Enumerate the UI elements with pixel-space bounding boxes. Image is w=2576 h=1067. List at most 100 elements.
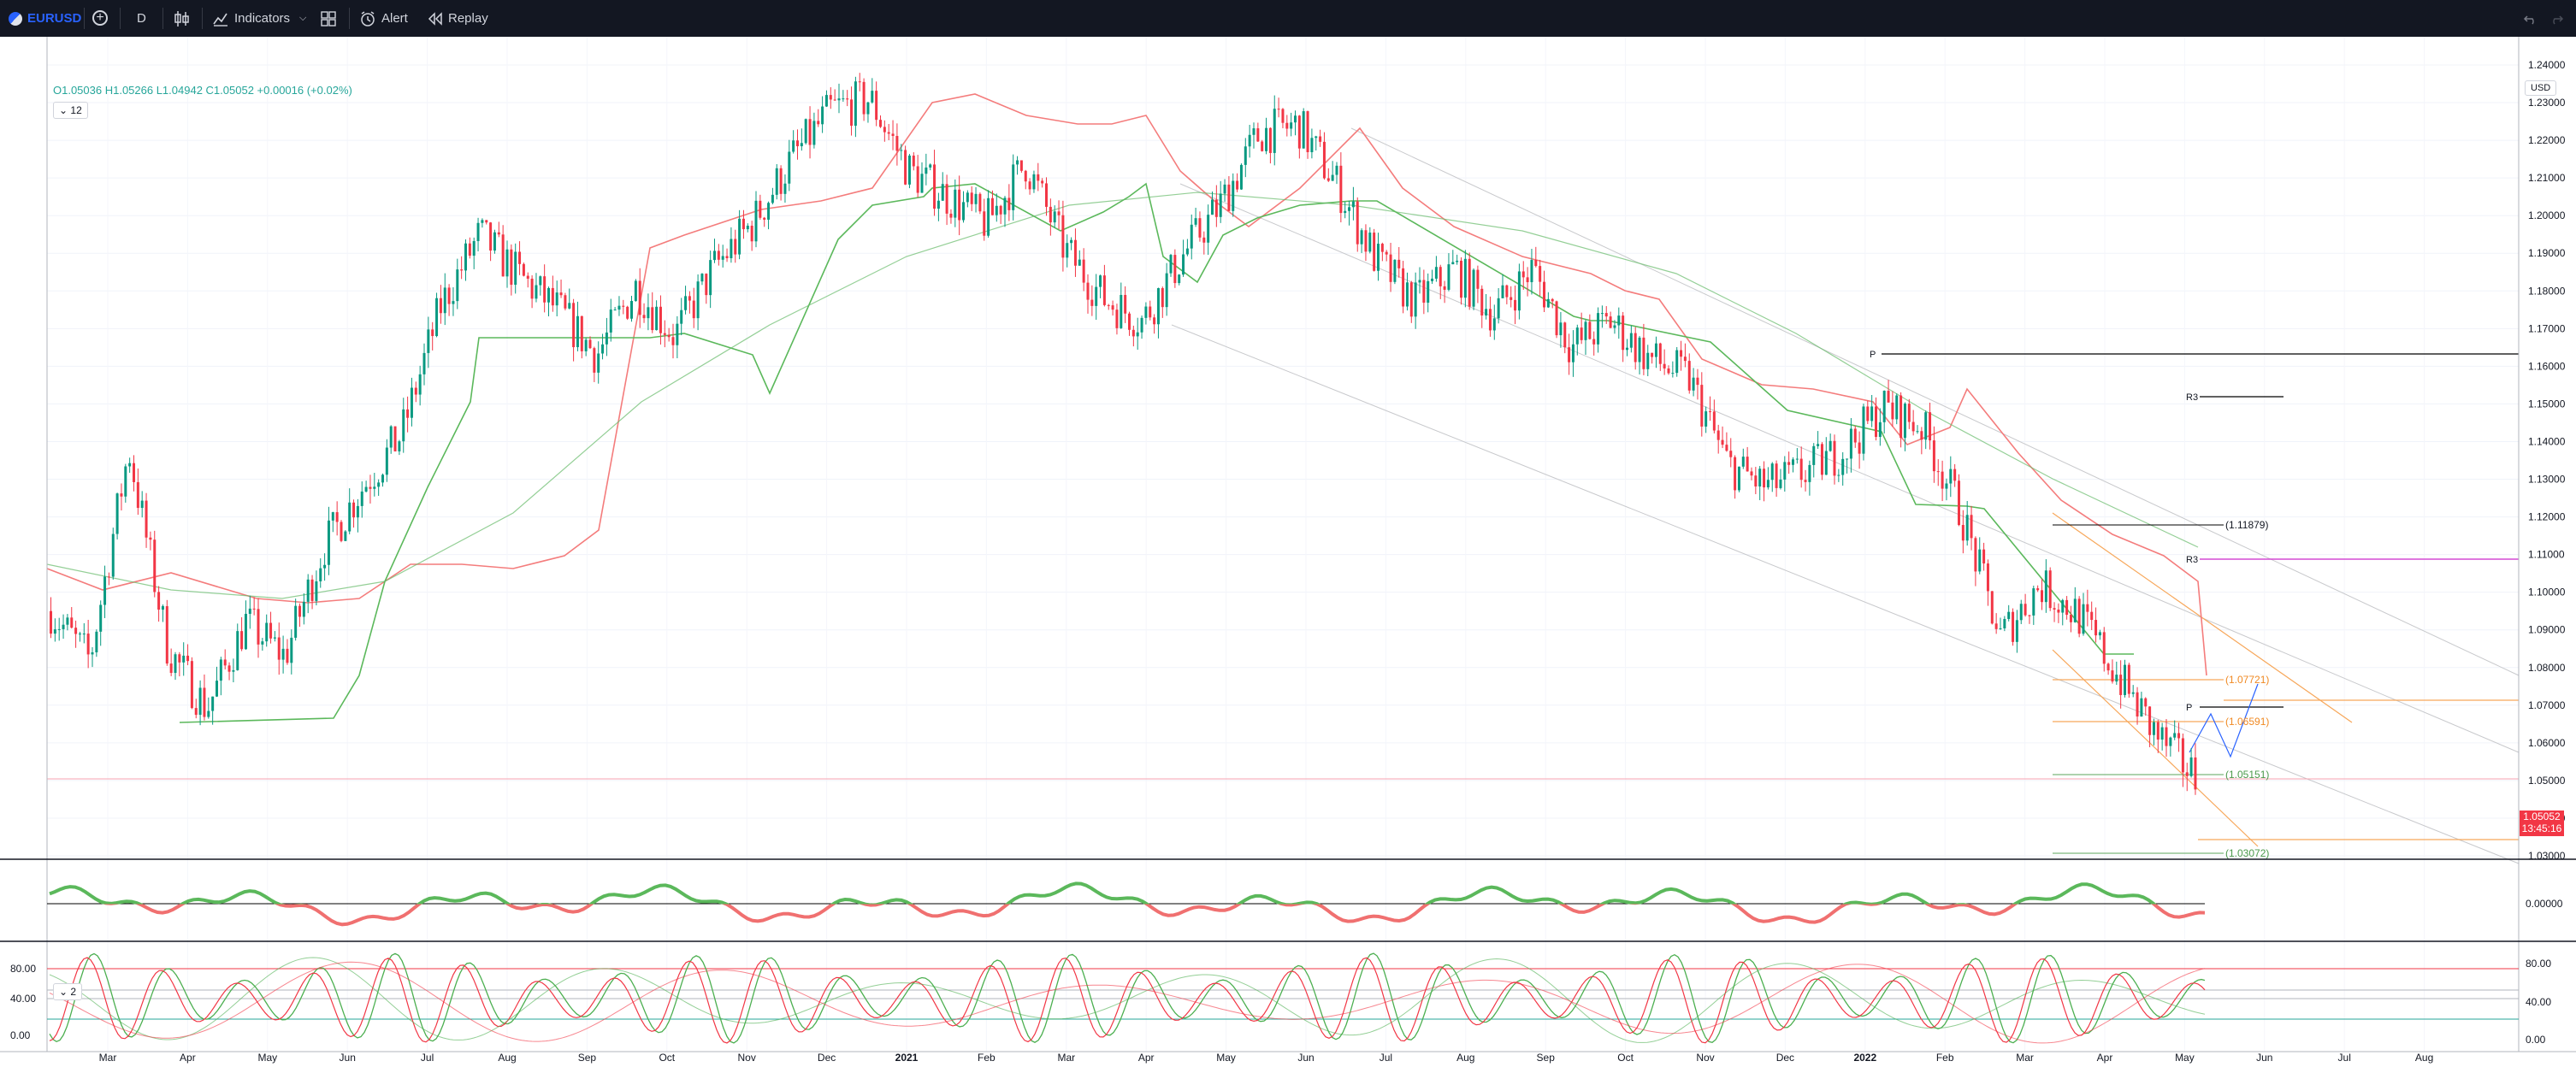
redo-icon[interactable] xyxy=(2549,11,2564,27)
candle-body xyxy=(1646,352,1650,369)
time-axis-label: Dec xyxy=(1776,1052,1794,1064)
candle-style-icon[interactable] xyxy=(174,9,191,28)
candle-body xyxy=(1916,431,1919,433)
candle-body xyxy=(1239,164,1243,190)
replay-button[interactable]: Replay xyxy=(448,11,488,26)
candle-body xyxy=(1107,304,1110,306)
candle-body xyxy=(1837,475,1840,476)
candle-body xyxy=(1007,197,1011,210)
osc-pane-collapse-toggle[interactable]: ⌄ 2 xyxy=(53,983,83,1000)
candle-body xyxy=(1028,181,1031,190)
alarm-clock-icon[interactable] xyxy=(359,10,376,27)
candle-body xyxy=(115,493,119,534)
timeframe-button[interactable]: D xyxy=(137,11,146,26)
candle-body xyxy=(987,197,990,236)
candle-body xyxy=(2181,738,2184,773)
candle-body xyxy=(418,374,422,395)
price-scale[interactable]: 1.24000 1.23000 1.22000 1.21000 1.20000 1.190… xyxy=(2528,59,2566,862)
candle-body xyxy=(315,581,318,601)
currency-selector[interactable]: USD xyxy=(2525,80,2557,96)
candle-body xyxy=(452,301,455,304)
candle-body xyxy=(186,655,190,662)
candle-body xyxy=(1066,243,1069,258)
layout-grid-icon[interactable] xyxy=(321,11,336,27)
candle-body xyxy=(99,604,103,632)
replay-icon[interactable] xyxy=(428,11,443,27)
main-pane-collapse-toggle[interactable]: ⌄ 12 xyxy=(53,102,88,119)
candle-body xyxy=(369,486,372,489)
candle-body xyxy=(1032,174,1036,190)
candle-body xyxy=(1617,315,1621,326)
candle-body xyxy=(427,329,430,353)
time-axis-label: Apr xyxy=(180,1052,196,1064)
candle-body xyxy=(439,298,442,314)
candle-body xyxy=(734,239,737,255)
candle-body xyxy=(402,409,405,442)
stoch-tick-40: 40.00 xyxy=(10,993,36,1005)
price-tick-label: 1.09000 xyxy=(2528,624,2566,636)
candle-body xyxy=(933,164,936,209)
time-axis-label: Nov xyxy=(1696,1052,1714,1064)
compare-plus-icon[interactable]: + xyxy=(92,10,108,26)
toolbar-divider xyxy=(84,8,85,29)
candle-body xyxy=(530,278,534,299)
candle-body xyxy=(1447,264,1450,290)
candle-body xyxy=(634,280,637,302)
indicators-button[interactable]: Indicators xyxy=(234,11,291,26)
indicator-count: 12 xyxy=(70,104,82,116)
candle-body xyxy=(792,140,795,152)
candle-body xyxy=(1397,259,1401,268)
candle-body xyxy=(1866,406,1870,421)
candle-body xyxy=(1377,244,1380,271)
candle-body xyxy=(1696,377,1699,386)
candle-body xyxy=(622,305,625,307)
candle-body xyxy=(1741,457,1745,467)
candle-body xyxy=(165,605,168,664)
candle-body xyxy=(2073,598,2077,622)
undo-icon[interactable] xyxy=(2523,11,2538,27)
time-axis-label: Feb xyxy=(1936,1052,1954,1064)
symbol-search-button[interactable]: EURUSD xyxy=(27,11,82,26)
candle-body xyxy=(1766,480,1770,488)
time-axis[interactable]: Mar Apr May Jun Jul Aug Sep Oct Nov Dec 2021 Feb Mar… xyxy=(99,1052,2434,1064)
candle-body xyxy=(133,463,135,482)
time-axis-label: May xyxy=(257,1052,277,1064)
candle-body xyxy=(1858,442,1861,454)
candle-body xyxy=(227,665,231,672)
candle-body xyxy=(626,306,629,319)
candle-body xyxy=(485,220,488,223)
candle-body xyxy=(1663,363,1666,368)
candle-body xyxy=(460,269,464,271)
candle-body xyxy=(1849,428,1852,459)
candle-body xyxy=(1003,197,1007,215)
candle-body xyxy=(1073,239,1077,266)
candle-body xyxy=(510,249,513,286)
candle-body xyxy=(223,659,227,666)
candle-body xyxy=(1016,160,1019,165)
candle-body xyxy=(593,348,596,373)
candle-body xyxy=(1111,305,1114,310)
candle-body xyxy=(302,601,305,617)
candle-body xyxy=(630,301,633,319)
candle-body xyxy=(609,309,612,333)
chart-svg[interactable]: P R3 (1.11879) R3 (1.07721) P (1.06591) … xyxy=(0,37,2576,1067)
candle-body xyxy=(1082,259,1085,283)
candle-body xyxy=(248,608,251,614)
candle-body xyxy=(1692,377,1695,391)
candle-body xyxy=(771,194,774,203)
candle-body xyxy=(1808,464,1811,482)
candle-body xyxy=(1833,440,1836,476)
candle-body xyxy=(505,249,509,277)
candle-body xyxy=(236,631,239,670)
candle-body xyxy=(472,240,476,256)
candle-body xyxy=(2019,604,2023,621)
indicators-icon[interactable] xyxy=(212,10,229,27)
candle-body xyxy=(1070,239,1073,244)
r3-label: R3 xyxy=(2186,392,2198,403)
chevron-down-icon[interactable]: ⌵ xyxy=(299,13,307,23)
chart-area[interactable]: P R3 (1.11879) R3 (1.07721) P (1.06591) … xyxy=(0,37,2576,1067)
alert-button[interactable]: Alert xyxy=(381,11,408,26)
candle-body xyxy=(1543,281,1545,308)
candle-body xyxy=(344,531,347,541)
candle-body xyxy=(1414,282,1417,317)
